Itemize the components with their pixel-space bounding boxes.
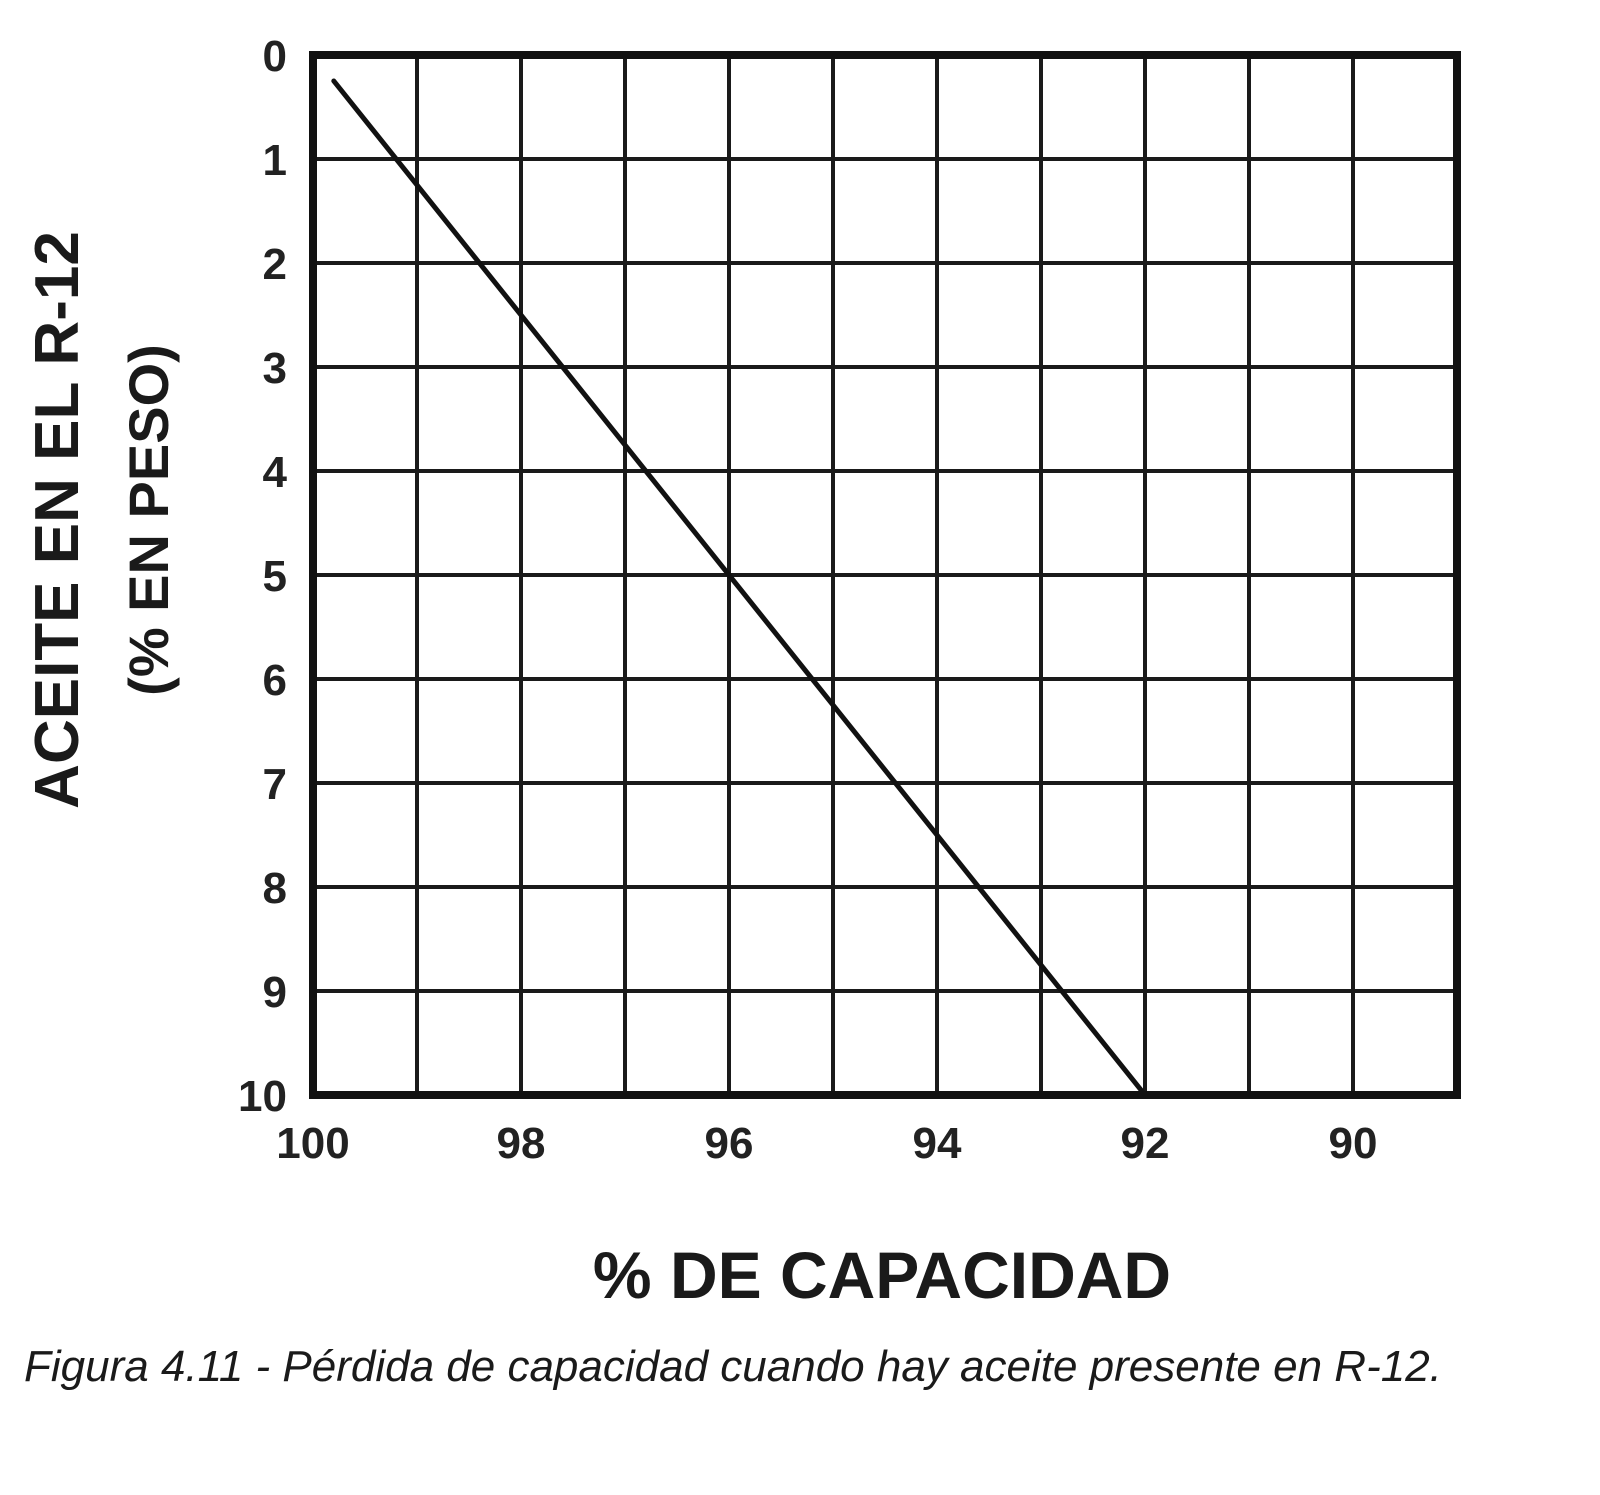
x-tick-label: 96 (705, 1119, 754, 1168)
x-axis-title: % DE CAPACIDAD (593, 1238, 1171, 1312)
y-axis-subtitle: (% EN PESO) (117, 344, 180, 696)
x-tick-label: 94 (913, 1119, 962, 1168)
y-tick-label: 7 (263, 760, 287, 809)
chart: 0 1 2 3 4 5 6 7 8 9 10 100 98 96 94 92 90 ACEITE EN EL … (23, 32, 1461, 1312)
chart-series (331, 78, 1148, 1098)
y-tick-label: 6 (263, 656, 287, 705)
plot-frame (309, 51, 1461, 1099)
x-tick-label: 90 (1329, 1119, 1378, 1168)
series-line-0 (331, 78, 1148, 1098)
y-tick-label: 0 (263, 32, 287, 81)
x-tick-label: 100 (276, 1119, 349, 1168)
y-tick-label: 4 (263, 448, 288, 497)
y-tick-label: 9 (263, 968, 287, 1017)
x-tick-label: 98 (497, 1119, 546, 1168)
y-tick-label: 3 (263, 344, 287, 393)
x-tick-labels: 100 98 96 94 92 90 (276, 1119, 1377, 1168)
y-axis-title: ACEITE EN EL R-12 (23, 231, 92, 809)
y-tick-label: 10 (238, 1072, 287, 1121)
y-tick-label: 8 (263, 864, 287, 913)
y-tick-label: 2 (263, 240, 287, 289)
y-tick-label: 5 (263, 552, 287, 601)
figure-caption: Figura 4.11 - Pérdida de capacidad cuand… (24, 1342, 1442, 1391)
chart-grid (309, 51, 1461, 1099)
y-tick-labels: 0 1 2 3 4 5 6 7 8 9 10 (238, 32, 287, 1121)
x-tick-label: 92 (1121, 1119, 1170, 1168)
y-tick-label: 1 (263, 136, 287, 185)
